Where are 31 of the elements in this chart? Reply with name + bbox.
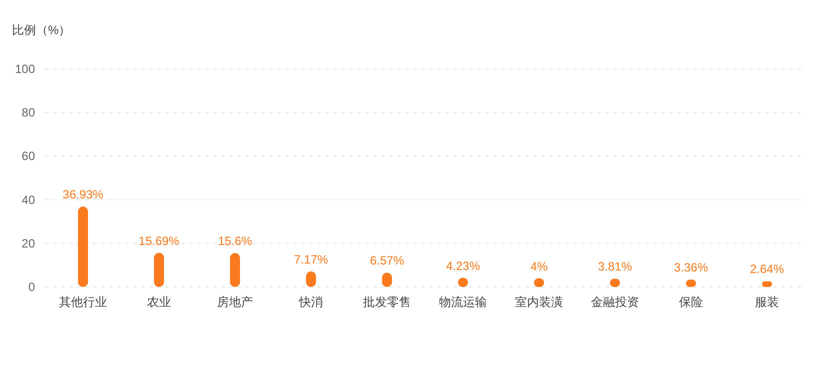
data-label: 15.6%: [218, 234, 252, 248]
data-label: 4%: [530, 259, 548, 274]
data-label: 36.93%: [62, 187, 104, 202]
bar: [78, 206, 88, 287]
x-tick-label: 快消: [298, 295, 323, 309]
y-tick-label: 40: [22, 192, 36, 207]
x-tick-label: 金融投资: [591, 295, 639, 309]
y-tick-label: 80: [22, 106, 36, 120]
y-tick-label: 20: [22, 236, 36, 250]
data-label: 6.57%: [370, 254, 404, 268]
data-label: 3.81%: [598, 260, 632, 274]
x-tick-label: 批发零售: [363, 295, 411, 309]
y-tick-label: 60: [22, 149, 36, 164]
x-tick-label: 保险: [679, 295, 703, 309]
y-axis-title: 比例（%）: [12, 23, 71, 37]
data-label: 2.64%: [750, 262, 784, 276]
data-label: 4.23%: [446, 258, 480, 273]
data-label: 3.36%: [674, 260, 708, 275]
bar: [154, 252, 164, 287]
x-tick-label: 农业: [147, 295, 171, 309]
y-tick-label: 100: [14, 62, 36, 76]
x-tick-label: 室内装潢: [515, 295, 563, 309]
x-tick-label: 房地产: [217, 295, 253, 309]
x-tick-label: 其他行业: [59, 295, 107, 309]
x-tick-label: 物流运输: [439, 295, 487, 309]
data-label: 15.69%: [138, 234, 180, 248]
bar: [762, 281, 772, 287]
bar: [230, 252, 240, 287]
y-tick-label: 0: [28, 280, 36, 294]
data-label: 7.17%: [294, 252, 328, 266]
x-tick-label: 服装: [755, 295, 779, 309]
